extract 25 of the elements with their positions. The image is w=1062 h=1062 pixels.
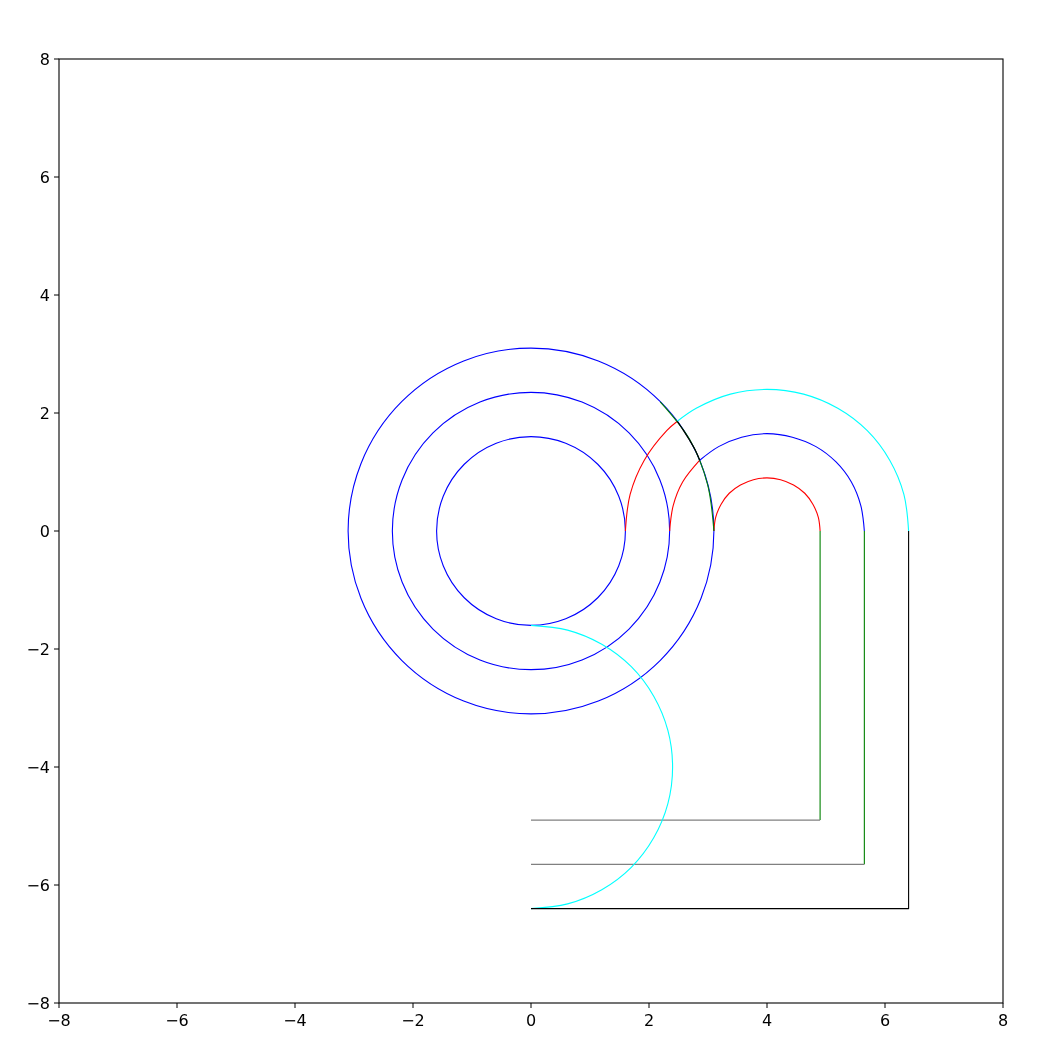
line-series xyxy=(659,401,715,532)
line-series xyxy=(699,433,865,532)
x-tick-label: −2 xyxy=(401,1011,425,1030)
y-tick-label: −6 xyxy=(26,875,50,895)
y-tick-label: 8 xyxy=(39,49,50,69)
y-tick-label: −8 xyxy=(26,993,50,1013)
y-tick-label: 0 xyxy=(39,521,50,541)
line-series xyxy=(676,420,701,461)
x-tick-label: 2 xyxy=(643,1011,655,1030)
y-tick-label: 4 xyxy=(39,285,50,305)
y-tick-label: −2 xyxy=(26,639,50,659)
x-tick-label: −4 xyxy=(283,1011,307,1030)
y-tick-label: −4 xyxy=(26,757,50,777)
y-tick-label: 2 xyxy=(39,403,50,423)
x-tick-label: 8 xyxy=(997,1011,1009,1030)
x-tick-label: 6 xyxy=(879,1011,891,1030)
y-tick-label: 6 xyxy=(39,167,50,187)
x-tick-label: 0 xyxy=(525,1011,537,1030)
x-tick-label: −6 xyxy=(165,1011,189,1030)
line-series xyxy=(676,388,910,532)
line-series xyxy=(624,420,678,532)
line-series xyxy=(713,477,821,532)
line-series xyxy=(669,459,701,532)
x-tick-label: 4 xyxy=(761,1011,773,1030)
line-series xyxy=(530,624,674,910)
